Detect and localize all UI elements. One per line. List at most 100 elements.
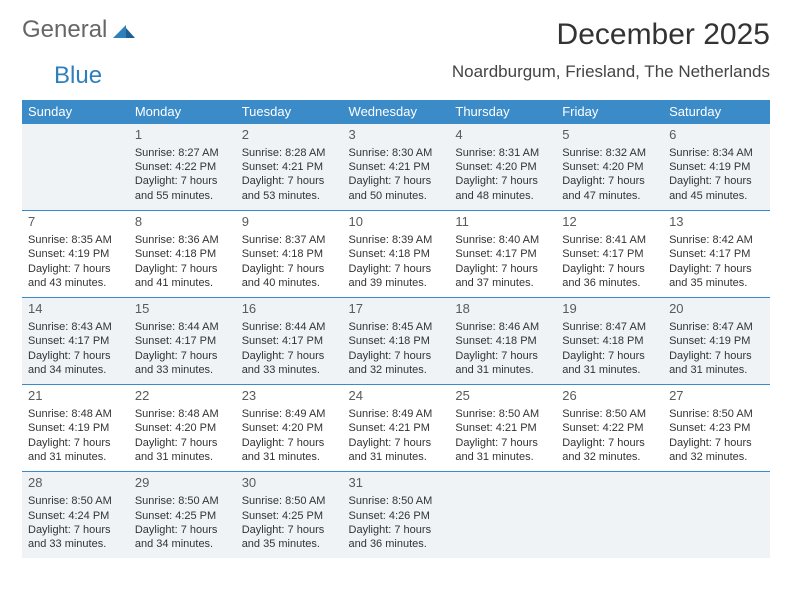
week-row: 1Sunrise: 8:27 AMSunset: 4:22 PMDaylight… [22,124,770,211]
logo: General [22,18,115,42]
day-number: 2 [242,127,337,144]
daylight-line: Daylight: 7 hours [135,174,230,188]
daylight-line: and 34 minutes. [28,363,123,377]
daylight-line: and 36 minutes. [349,537,444,551]
daylight-line: Daylight: 7 hours [135,523,230,537]
sunrise-line: Sunrise: 8:47 AM [669,320,764,334]
day-cell: 8Sunrise: 8:36 AMSunset: 4:18 PMDaylight… [129,211,236,298]
day-number: 14 [28,301,123,318]
sunrise-line: Sunrise: 8:34 AM [669,146,764,160]
daylight-line: Daylight: 7 hours [455,349,550,363]
sunset-line: Sunset: 4:17 PM [669,247,764,261]
daylight-line: and 31 minutes. [562,363,657,377]
day-cell [556,472,663,559]
day-cell: 23Sunrise: 8:49 AMSunset: 4:20 PMDayligh… [236,385,343,472]
day-cell: 11Sunrise: 8:40 AMSunset: 4:17 PMDayligh… [449,211,556,298]
day-cell [22,124,129,211]
day-cell: 19Sunrise: 8:47 AMSunset: 4:18 PMDayligh… [556,298,663,385]
day-header-row: SundayMondayTuesdayWednesdayThursdayFrid… [22,100,770,124]
sunrise-line: Sunrise: 8:27 AM [135,146,230,160]
day-cell: 18Sunrise: 8:46 AMSunset: 4:18 PMDayligh… [449,298,556,385]
daylight-line: Daylight: 7 hours [562,174,657,188]
logo-word-general: General [22,18,107,42]
daylight-line: Daylight: 7 hours [28,523,123,537]
sunset-line: Sunset: 4:25 PM [135,509,230,523]
day-number: 6 [669,127,764,144]
sunset-line: Sunset: 4:20 PM [242,421,337,435]
day-cell: 17Sunrise: 8:45 AMSunset: 4:18 PMDayligh… [343,298,450,385]
day-cell: 29Sunrise: 8:50 AMSunset: 4:25 PMDayligh… [129,472,236,559]
sunset-line: Sunset: 4:17 PM [28,334,123,348]
daylight-line: and 32 minutes. [562,450,657,464]
day-cell: 14Sunrise: 8:43 AMSunset: 4:17 PMDayligh… [22,298,129,385]
day-number: 24 [349,388,444,405]
sunset-line: Sunset: 4:20 PM [455,160,550,174]
daylight-line: Daylight: 7 hours [28,349,123,363]
day-cell: 12Sunrise: 8:41 AMSunset: 4:17 PMDayligh… [556,211,663,298]
day-number: 15 [135,301,230,318]
sunset-line: Sunset: 4:22 PM [562,421,657,435]
day-cell: 5Sunrise: 8:32 AMSunset: 4:20 PMDaylight… [556,124,663,211]
sunrise-line: Sunrise: 8:45 AM [349,320,444,334]
day-cell: 6Sunrise: 8:34 AMSunset: 4:19 PMDaylight… [663,124,770,211]
daylight-line: and 31 minutes. [349,450,444,464]
daylight-line: and 37 minutes. [455,276,550,290]
day-cell: 28Sunrise: 8:50 AMSunset: 4:24 PMDayligh… [22,472,129,559]
sunset-line: Sunset: 4:21 PM [349,421,444,435]
daylight-line: and 33 minutes. [28,537,123,551]
day-cell: 30Sunrise: 8:50 AMSunset: 4:25 PMDayligh… [236,472,343,559]
daylight-line: and 40 minutes. [242,276,337,290]
sunset-line: Sunset: 4:21 PM [242,160,337,174]
sunrise-line: Sunrise: 8:32 AM [562,146,657,160]
daylight-line: and 31 minutes. [135,450,230,464]
calendar-table: SundayMondayTuesdayWednesdayThursdayFrid… [22,100,770,558]
day-cell: 7Sunrise: 8:35 AMSunset: 4:19 PMDaylight… [22,211,129,298]
day-cell: 10Sunrise: 8:39 AMSunset: 4:18 PMDayligh… [343,211,450,298]
day-number: 18 [455,301,550,318]
daylight-line: Daylight: 7 hours [28,436,123,450]
daylight-line: and 35 minutes. [669,276,764,290]
sunset-line: Sunset: 4:17 PM [242,334,337,348]
sunset-line: Sunset: 4:26 PM [349,509,444,523]
daylight-line: and 55 minutes. [135,189,230,203]
daylight-line: Daylight: 7 hours [349,523,444,537]
day-number: 12 [562,214,657,231]
day-cell: 1Sunrise: 8:27 AMSunset: 4:22 PMDaylight… [129,124,236,211]
sunrise-line: Sunrise: 8:42 AM [669,233,764,247]
sunset-line: Sunset: 4:17 PM [562,247,657,261]
day-number: 29 [135,475,230,492]
sunrise-line: Sunrise: 8:47 AM [562,320,657,334]
daylight-line: and 35 minutes. [242,537,337,551]
daylight-line: and 31 minutes. [669,363,764,377]
day-cell: 9Sunrise: 8:37 AMSunset: 4:18 PMDaylight… [236,211,343,298]
daylight-line: Daylight: 7 hours [349,262,444,276]
daylight-line: and 31 minutes. [455,363,550,377]
daylight-line: Daylight: 7 hours [242,174,337,188]
sunrise-line: Sunrise: 8:44 AM [242,320,337,334]
day-cell: 22Sunrise: 8:48 AMSunset: 4:20 PMDayligh… [129,385,236,472]
day-number: 25 [455,388,550,405]
day-number: 16 [242,301,337,318]
day-number: 30 [242,475,337,492]
sunrise-line: Sunrise: 8:28 AM [242,146,337,160]
day-number: 27 [669,388,764,405]
day-number: 1 [135,127,230,144]
day-number: 31 [349,475,444,492]
daylight-line: Daylight: 7 hours [562,436,657,450]
day-number: 7 [28,214,123,231]
day-cell: 3Sunrise: 8:30 AMSunset: 4:21 PMDaylight… [343,124,450,211]
daylight-line: and 33 minutes. [242,363,337,377]
daylight-line: and 31 minutes. [455,450,550,464]
calendar-body: 1Sunrise: 8:27 AMSunset: 4:22 PMDaylight… [22,124,770,559]
daylight-line: Daylight: 7 hours [28,262,123,276]
day-header-saturday: Saturday [663,100,770,124]
sunrise-line: Sunrise: 8:31 AM [455,146,550,160]
daylight-line: Daylight: 7 hours [135,436,230,450]
daylight-line: and 36 minutes. [562,276,657,290]
day-cell: 21Sunrise: 8:48 AMSunset: 4:19 PMDayligh… [22,385,129,472]
day-number: 28 [28,475,123,492]
day-cell: 15Sunrise: 8:44 AMSunset: 4:17 PMDayligh… [129,298,236,385]
sunset-line: Sunset: 4:20 PM [562,160,657,174]
daylight-line: Daylight: 7 hours [455,262,550,276]
day-cell: 16Sunrise: 8:44 AMSunset: 4:17 PMDayligh… [236,298,343,385]
